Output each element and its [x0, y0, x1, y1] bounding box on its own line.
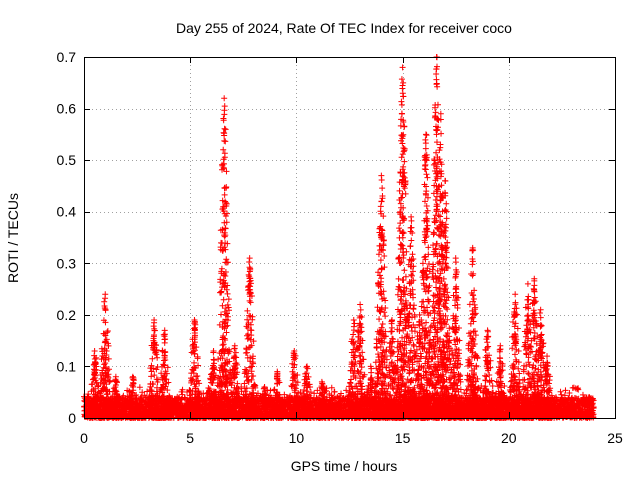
roti-point: [116, 393, 123, 400]
roti-point: [136, 384, 143, 391]
roti-point: [102, 356, 109, 363]
roti-point: [105, 355, 112, 362]
roti-point: [105, 342, 112, 349]
roti-point: [139, 389, 146, 396]
roti-point: [104, 329, 111, 336]
roti-point: [89, 381, 96, 388]
roti-point: [99, 367, 106, 374]
roti-point: [98, 375, 105, 382]
roti-point: [102, 319, 109, 326]
roti-point: [102, 364, 109, 371]
roti-point: [85, 391, 92, 398]
roti-point: [107, 377, 114, 384]
roti-point: [97, 379, 104, 386]
roti-point: [105, 371, 112, 378]
roti-point: [126, 388, 133, 395]
roti-point: [106, 378, 113, 385]
roti-point: [105, 366, 112, 373]
roti-point: [104, 328, 111, 335]
